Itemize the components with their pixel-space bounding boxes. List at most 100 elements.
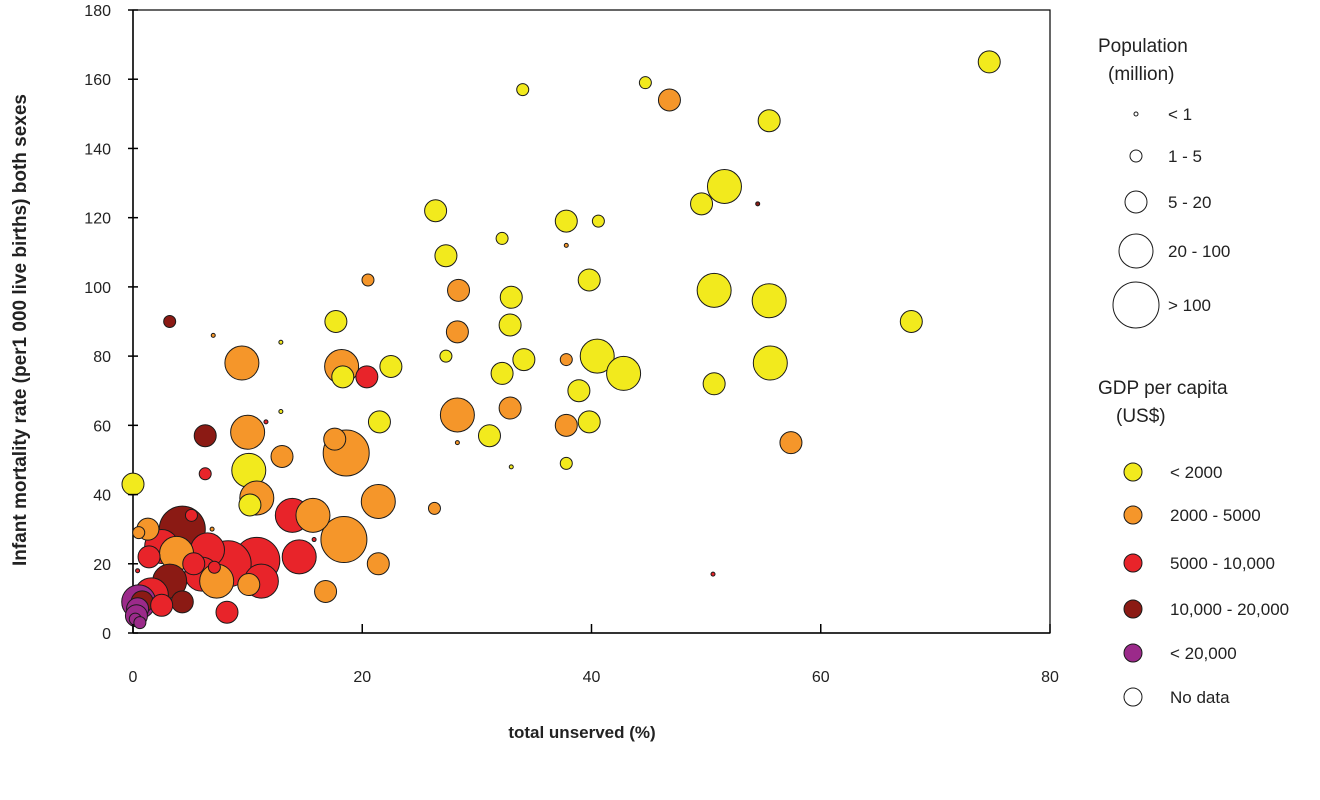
data-point	[439, 349, 453, 363]
color-legend-marker	[1123, 462, 1143, 482]
data-point	[606, 355, 642, 391]
data-point	[210, 332, 216, 338]
points-layer	[121, 50, 1001, 630]
color-legend-items: < 2000 2000 - 5000 5000 - 10,000 10,000 - 2…	[1123, 462, 1289, 707]
data-point	[706, 169, 742, 205]
color-legend-label: 5000 - 10,000	[1170, 554, 1275, 573]
data-point	[512, 348, 536, 372]
data-point	[224, 345, 260, 381]
data-point	[367, 410, 391, 434]
x-axis-title: total unserved (%)	[508, 723, 655, 742]
x-axis-ticks: 0 20 40 60 80	[129, 624, 1059, 686]
data-point	[439, 397, 475, 433]
data-point	[702, 372, 726, 396]
x-tick-label: 60	[812, 669, 830, 686]
data-point	[554, 413, 578, 437]
color-legend-label: < 2000	[1170, 463, 1222, 482]
data-point	[184, 508, 198, 522]
data-point	[751, 283, 787, 319]
data-point	[559, 353, 573, 367]
data-point	[579, 338, 615, 374]
data-point	[278, 408, 284, 414]
x-tick-label: 40	[583, 669, 601, 686]
data-point	[477, 424, 501, 448]
x-tick-label: 0	[129, 669, 138, 686]
x-tick-label: 20	[353, 669, 371, 686]
size-legend-label: 5 - 20	[1168, 193, 1211, 212]
data-point	[696, 272, 732, 308]
data-point	[270, 444, 294, 468]
data-point	[361, 273, 375, 287]
data-point	[132, 526, 146, 540]
size-legend-marker	[1112, 281, 1160, 329]
size-legend-label: 1 - 5	[1168, 147, 1202, 166]
data-point	[278, 339, 284, 345]
color-legend-item: 5000 - 10,000	[1123, 553, 1275, 573]
data-point	[427, 501, 441, 515]
data-point	[150, 593, 174, 617]
data-point	[447, 278, 471, 302]
data-point	[424, 199, 448, 223]
data-point	[331, 365, 355, 389]
data-point	[323, 427, 347, 451]
data-point	[207, 560, 221, 574]
data-point	[495, 231, 509, 245]
data-point	[710, 571, 716, 577]
color-legend-marker	[1123, 599, 1143, 619]
color-legend-label: 2000 - 5000	[1170, 506, 1261, 525]
color-legend-marker	[1123, 643, 1143, 663]
color-legend-marker	[1123, 505, 1143, 525]
data-point	[263, 419, 269, 425]
data-point	[182, 552, 206, 576]
size-legend-item: 20 - 100	[1118, 233, 1230, 269]
data-point	[281, 539, 317, 575]
size-legend-marker	[1124, 190, 1148, 214]
color-legend-item: < 2000	[1123, 462, 1222, 482]
data-point	[559, 456, 573, 470]
data-point	[577, 410, 601, 434]
data-point	[135, 568, 141, 574]
legend: Population (million) < 1 1 - 5 5 - 20 20 - …	[1098, 36, 1289, 707]
data-point	[498, 396, 522, 420]
data-point	[237, 573, 261, 597]
data-point	[563, 242, 569, 248]
data-point	[516, 83, 530, 97]
data-point	[215, 600, 239, 624]
y-axis-ticks: 0 20 40 60 80 100 120 140 160 180	[84, 3, 138, 643]
data-point	[133, 616, 147, 630]
y-tick-label: 20	[93, 557, 111, 574]
data-point	[170, 590, 194, 614]
color-legend-subtitle: (US$)	[1116, 406, 1166, 427]
data-point	[591, 214, 605, 228]
data-point	[638, 76, 652, 90]
data-point	[355, 365, 379, 389]
data-point	[498, 313, 522, 337]
data-point	[314, 579, 338, 603]
y-tick-label: 120	[84, 211, 111, 228]
size-legend-label: > 100	[1168, 296, 1211, 315]
data-point	[311, 537, 317, 543]
size-legend-label: < 1	[1168, 105, 1192, 124]
size-legend-item: < 1	[1133, 105, 1192, 124]
size-legend-items: < 1 1 - 5 5 - 20 20 - 100 > 100	[1112, 105, 1230, 329]
size-legend-marker	[1133, 111, 1139, 117]
data-point	[977, 50, 1001, 74]
data-point	[779, 431, 803, 455]
data-point	[445, 320, 469, 344]
data-point	[499, 285, 523, 309]
data-point	[657, 88, 681, 112]
size-legend-subtitle: (million)	[1108, 64, 1175, 85]
size-legend-label: 20 - 100	[1168, 242, 1230, 261]
color-legend-label: < 20,000	[1170, 644, 1237, 663]
color-legend-item: No data	[1123, 687, 1230, 707]
data-point	[230, 414, 266, 450]
data-point	[137, 545, 161, 569]
color-legend-marker	[1123, 687, 1143, 707]
data-point	[434, 244, 458, 268]
data-point	[198, 467, 212, 481]
data-point	[490, 361, 514, 385]
x-tick-label: 80	[1041, 669, 1059, 686]
data-point	[121, 472, 145, 496]
data-point	[755, 201, 761, 207]
y-tick-label: 0	[102, 626, 111, 643]
